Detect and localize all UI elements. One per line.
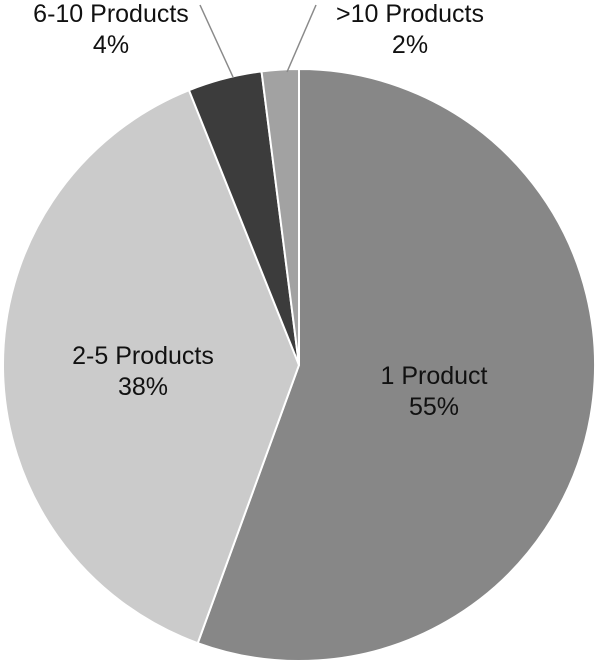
pie-slice-3 bbox=[260, 67, 300, 366]
slice-label-3: >10 Products bbox=[336, 0, 484, 28]
slice-label-1: 2-5 Products bbox=[72, 342, 214, 370]
slice-percent-1: 38% bbox=[118, 373, 168, 401]
slice-percent-3: 2% bbox=[392, 31, 428, 59]
slice-label-0: 1 Product bbox=[380, 362, 487, 390]
slice-percent-2: 4% bbox=[93, 31, 129, 59]
pie-slice-1 bbox=[2, 88, 301, 645]
slice-label-2: 6-10 Products bbox=[33, 0, 189, 28]
pie-slice-0 bbox=[196, 67, 596, 662]
leader-line-3 bbox=[286, 4, 317, 73]
slice-percent-0: 55% bbox=[409, 393, 459, 421]
leader-line-2 bbox=[199, 4, 234, 78]
